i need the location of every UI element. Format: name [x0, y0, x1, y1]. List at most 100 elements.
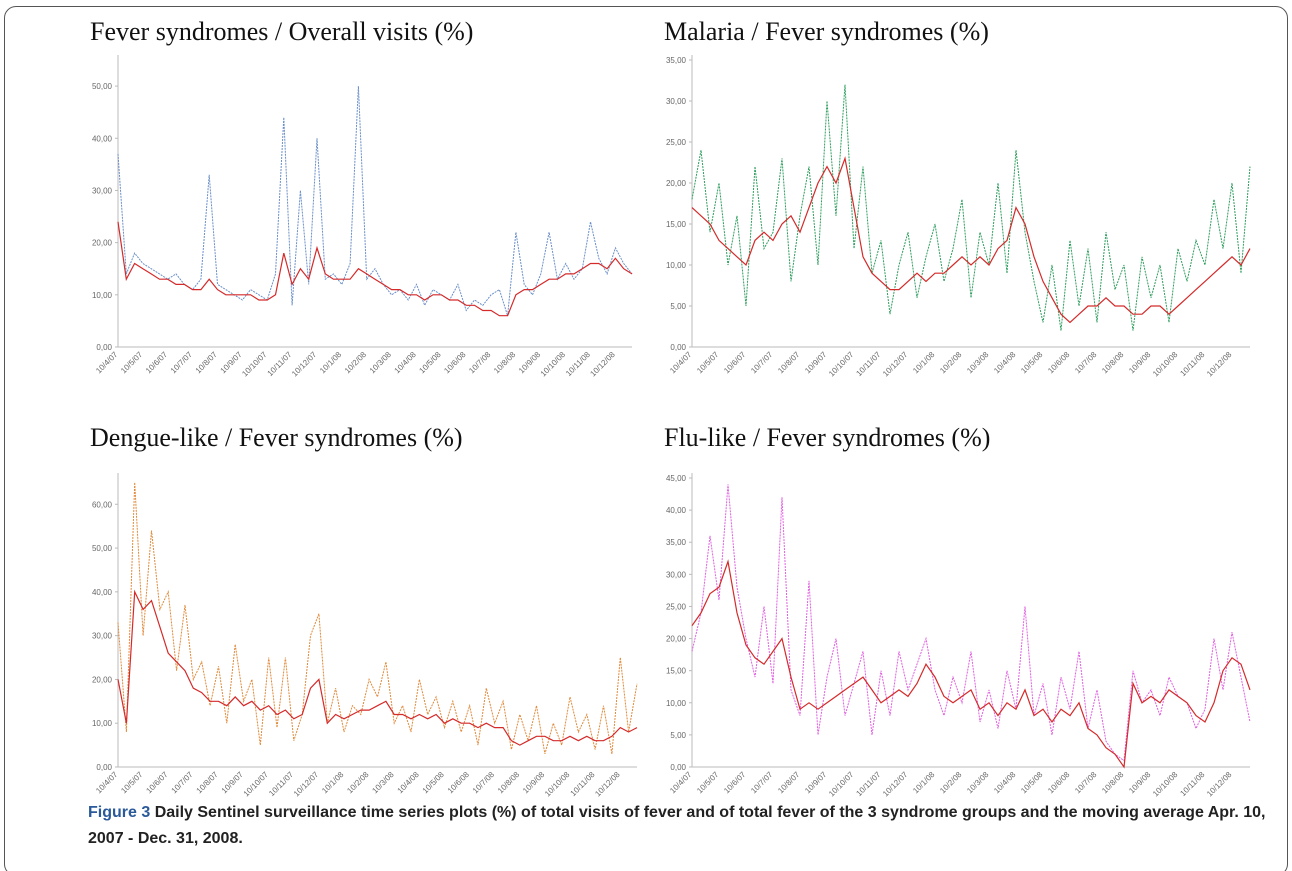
y-tick-label: 45,00	[666, 474, 687, 483]
x-tick-label: 10/4/07	[668, 770, 694, 796]
y-tick-label: 20,00	[92, 239, 113, 248]
x-tick-label: 10/3/08	[368, 350, 394, 376]
x-tick-label: 10/6/08	[442, 350, 468, 376]
y-tick-label: 5,00	[670, 302, 686, 311]
caption-label: Figure 3	[88, 804, 151, 821]
x-tick-label: 10/2/08	[343, 350, 369, 376]
x-tick-label: 10/1/08	[320, 770, 346, 796]
x-tick-label: 10/11/07	[266, 350, 294, 378]
charts: Fever syndromes / Overall visits (%) 0,00…	[90, 17, 1251, 799]
x-tick-label: 10/8/07	[195, 770, 221, 796]
x-tick-label: 10/6/08	[1046, 350, 1072, 376]
chart-title: Malaria / Fever syndromes (%)	[664, 17, 989, 46]
chart-title: Flu-like / Fever syndromes (%)	[664, 423, 990, 452]
x-tick-label: 10/7/07	[749, 350, 775, 376]
y-tick-label: 10,00	[92, 291, 113, 300]
x-tick-label: 10/12/07	[292, 770, 321, 799]
x-tick-label: 10/9/08	[1127, 770, 1153, 796]
x-tick-label: 10/5/08	[1019, 350, 1045, 376]
x-tick-label: 10/6/07	[144, 770, 170, 796]
x-tick-label: 10/5/07	[119, 770, 145, 796]
x-tick-label: 10/5/08	[1019, 770, 1045, 796]
y-tick-label: 35,00	[666, 56, 687, 65]
x-tick-label: 10/6/08	[446, 770, 472, 796]
chart-title: Dengue-like / Fever syndromes (%)	[90, 423, 463, 452]
x-tick-label: 10/7/08	[1073, 770, 1099, 796]
x-tick-label: 10/12/08	[588, 350, 617, 379]
caption-text: Daily Sentinel surveillance time series …	[88, 804, 1266, 847]
x-tick-label: 10/5/07	[119, 350, 145, 376]
y-tick-label: 40,00	[666, 506, 687, 515]
x-tick-label: 10/3/08	[965, 770, 991, 796]
y-tick-label: 30,00	[666, 97, 687, 106]
x-tick-label: 10/12/07	[881, 770, 910, 799]
series-line	[691, 484, 1251, 762]
x-tick-label: 10/11/07	[854, 350, 882, 378]
y-tick-label: 30,00	[92, 632, 113, 641]
x-tick-label: 10/12/08	[593, 770, 622, 799]
x-tick-label: 10/4/08	[396, 770, 422, 796]
x-tick-label: 10/4/08	[992, 770, 1018, 796]
caption: Figure 3 Daily Sentinel surveillance tim…	[88, 800, 1278, 852]
x-tick-label: 10/4/08	[992, 350, 1018, 376]
x-tick-label: 10/4/08	[393, 350, 419, 376]
series-line	[691, 559, 1251, 769]
x-tick-label: 10/7/07	[749, 770, 775, 796]
x-tick-label: 10/3/08	[965, 350, 991, 376]
x-tick-label: 10/7/08	[467, 350, 493, 376]
x-tick-label: 10/1/08	[318, 350, 344, 376]
x-tick-label: 10/8/07	[776, 350, 802, 376]
chart-title: Fever syndromes / Overall visits (%)	[90, 17, 473, 46]
x-tick-label: 10/2/08	[345, 770, 371, 796]
x-tick-label: 10/4/07	[94, 770, 120, 796]
x-tick-label: 10/8/07	[776, 770, 802, 796]
y-tick-label: 0,00	[670, 343, 686, 352]
y-tick-label: 0,00	[96, 763, 112, 772]
y-tick-label: 60,00	[92, 500, 113, 509]
x-tick-label: 10/2/08	[938, 770, 964, 796]
x-tick-label: 10/12/08	[1205, 350, 1234, 379]
series-line	[117, 221, 633, 317]
y-tick-label: 20,00	[666, 635, 687, 644]
x-tick-label: 10/10/07	[827, 770, 856, 799]
frame	[4, 6, 1288, 871]
y-tick-label: 40,00	[92, 588, 113, 597]
y-tick-label: 10,00	[666, 699, 687, 708]
x-tick-label: 10/11/08	[569, 770, 597, 798]
y-tick-label: 25,00	[666, 138, 687, 147]
y-tick-label: 30,00	[92, 186, 113, 195]
x-tick-label: 10/10/08	[1151, 350, 1180, 379]
x-tick-label: 10/9/07	[803, 770, 829, 796]
x-tick-label: 10/8/08	[1100, 770, 1126, 796]
x-tick-label: 10/7/08	[471, 770, 497, 796]
x-tick-label: 10/9/08	[1127, 350, 1153, 376]
y-tick-label: 50,00	[92, 544, 113, 553]
y-tick-label: 5,00	[670, 731, 686, 740]
y-tick-label: 40,00	[92, 134, 113, 143]
y-tick-label: 15,00	[666, 667, 687, 676]
x-tick-label: 10/6/07	[722, 770, 748, 796]
x-tick-label: 10/11/08	[564, 350, 592, 378]
x-tick-label: 10/11/08	[1178, 350, 1206, 378]
y-tick-label: 30,00	[666, 570, 687, 579]
x-tick-label: 10/10/07	[242, 770, 271, 799]
y-tick-label: 50,00	[92, 82, 113, 91]
x-tick-label: 10/1/08	[911, 350, 937, 376]
x-tick-label: 10/8/08	[492, 350, 518, 376]
x-tick-label: 10/12/07	[290, 350, 319, 379]
x-tick-label: 10/4/07	[668, 350, 694, 376]
x-tick-label: 10/10/07	[240, 350, 269, 379]
x-tick-label: 10/1/08	[911, 770, 937, 796]
x-tick-label: 10/5/07	[695, 350, 721, 376]
x-tick-label: 10/10/08	[1151, 770, 1180, 799]
x-tick-label: 10/10/07	[827, 350, 856, 379]
x-tick-label: 10/11/07	[854, 770, 882, 798]
x-tick-label: 10/6/07	[722, 350, 748, 376]
x-tick-label: 10/8/07	[194, 350, 220, 376]
x-tick-label: 10/10/08	[539, 350, 568, 379]
x-tick-label: 10/10/08	[543, 770, 572, 799]
y-tick-label: 0,00	[96, 343, 112, 352]
x-tick-label: 10/5/08	[417, 350, 443, 376]
y-tick-label: 20,00	[666, 179, 687, 188]
